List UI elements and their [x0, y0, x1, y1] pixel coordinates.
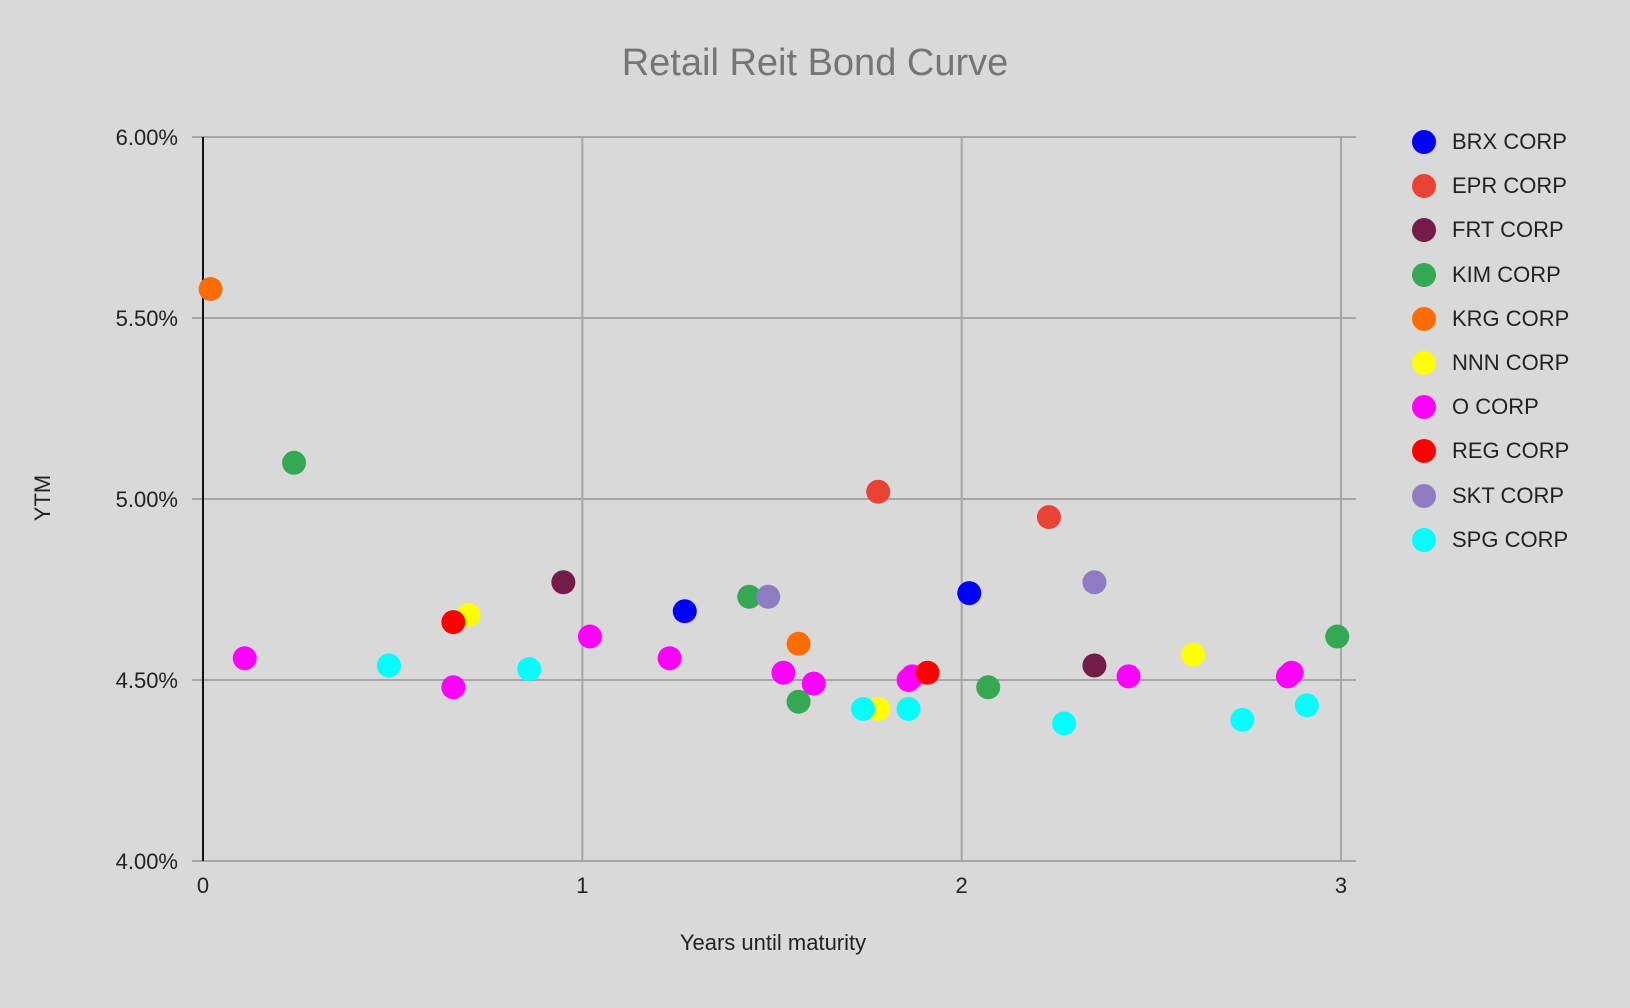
- data-point[interactable]: SPG CORP: (2.74, 4.39%): [1230, 707, 1255, 732]
- legend-label: REG CORP: [1452, 438, 1570, 464]
- data-point[interactable]: KIM CORP: (2.07, 4.48%): [976, 675, 1001, 700]
- y-tick-label: 5.00%: [116, 487, 178, 512]
- legend-swatch-icon: [1412, 218, 1436, 243]
- data-point[interactable]: O CORP: (0.11, 4.56%): [232, 646, 257, 671]
- data-point[interactable]: SKT CORP: (2.35, 4.77%): [1082, 570, 1107, 595]
- legend-item[interactable]: KIM CORP: [1412, 253, 1569, 297]
- y-tick-label: 6.00%: [116, 125, 178, 150]
- legend-swatch-icon: [1412, 439, 1436, 464]
- data-point[interactable]: FRT CORP: (0.95, 4.77%): [551, 570, 576, 595]
- legend-swatch-icon: [1412, 527, 1436, 552]
- data-point[interactable]: SPG CORP: (1.74, 4.42%): [851, 696, 876, 721]
- data-point[interactable]: NNN CORP: (2.61, 4.57%): [1181, 642, 1206, 667]
- legend-item[interactable]: KRG CORP: [1412, 297, 1569, 341]
- data-point[interactable]: SPG CORP: (0.49, 4.54%): [376, 653, 401, 678]
- legend-swatch-icon: [1412, 351, 1436, 376]
- legend-item[interactable]: SPG CORP: [1412, 518, 1569, 562]
- legend-label: SPG CORP: [1452, 526, 1569, 552]
- data-point[interactable]: O CORP: (1.02, 4.62%): [577, 624, 602, 649]
- legend-item[interactable]: SKT CORP: [1412, 474, 1569, 518]
- y-tick-label: 4.00%: [116, 849, 178, 874]
- data-point[interactable]: REG CORP: (0.66, 4.66%): [441, 610, 466, 635]
- y-axis-label: YTM: [30, 474, 55, 522]
- data-point[interactable]: SPG CORP: (2.27, 4.38%): [1052, 711, 1077, 736]
- data-point[interactable]: BRX CORP: (2.02, 4.74%): [957, 581, 982, 606]
- data-point[interactable]: EPR CORP: (1.78, 5.02%): [866, 479, 891, 504]
- data-point[interactable]: EPR CORP: (2.23, 4.95%): [1036, 505, 1061, 530]
- legend-label: O CORP: [1452, 394, 1539, 420]
- y-tick-label: 4.50%: [116, 668, 178, 693]
- legend-item[interactable]: NNN CORP: [1412, 341, 1569, 385]
- data-point[interactable]: FRT CORP: (2.35, 4.54%): [1082, 653, 1107, 678]
- data-point[interactable]: O CORP: (0.66, 4.48%): [441, 675, 466, 700]
- legend-label: FRT CORP: [1452, 217, 1564, 243]
- legend-swatch-icon: [1412, 130, 1436, 155]
- x-tick-label: 1: [576, 873, 588, 898]
- data-point[interactable]: SPG CORP: (0.86, 4.53%): [517, 657, 542, 682]
- data-points: BRX CORP: (1.27, 4.69%) BRX CORP: (2.02, …: [198, 277, 1350, 736]
- chart-title: Retail Reit Bond Curve: [621, 42, 1009, 84]
- x-axis-label: Years until maturity: [679, 930, 867, 955]
- data-point[interactable]: KIM CORP: (2.99, 4.62%): [1325, 624, 1350, 649]
- legend-label: NNN CORP: [1452, 350, 1570, 376]
- data-point[interactable]: O CORP: (1.53, 4.52%): [771, 660, 796, 685]
- legend-label: KIM CORP: [1452, 261, 1561, 287]
- legend-swatch-icon: [1412, 174, 1436, 199]
- legend-item[interactable]: EPR CORP: [1412, 164, 1569, 208]
- legend-item[interactable]: REG CORP: [1412, 429, 1569, 473]
- data-point[interactable]: KIM CORP: (1.44, 4.73%): [737, 584, 762, 609]
- legend-label: KRG CORP: [1452, 305, 1570, 331]
- data-point[interactable]: O CORP: (1.61, 4.49%): [801, 671, 826, 696]
- legend-swatch-icon: [1412, 483, 1436, 508]
- data-point[interactable]: KIM CORP: (0.24, 5.10%): [282, 450, 307, 475]
- data-point[interactable]: KRG CORP: (1.57, 4.60%): [786, 631, 811, 656]
- gridlines: [192, 136, 1356, 862]
- legend-label: BRX CORP: [1452, 129, 1567, 155]
- data-point[interactable]: BRX CORP: (1.27, 4.69%): [672, 599, 697, 624]
- data-point[interactable]: REG CORP: (1.91, 4.52%): [915, 660, 940, 685]
- data-point[interactable]: SKT CORP: (1.49, 4.73%): [756, 584, 781, 609]
- data-point[interactable]: SPG CORP: (1.86, 4.42%): [896, 696, 921, 721]
- legend-swatch-icon: [1412, 395, 1436, 420]
- data-point[interactable]: KIM CORP: (1.57, 4.44%): [786, 689, 811, 714]
- axis-ticks: 4.00% 4.50% 5.00% 5.50% 6.00% 0 1 2 3: [116, 125, 1348, 898]
- legend-swatch-icon: [1412, 306, 1436, 331]
- y-tick-label: 5.50%: [116, 306, 178, 331]
- x-tick-label: 0: [197, 873, 209, 898]
- legend: BRX CORP EPR CORP FRT CORP KIM CORP KRG CORP…: [1412, 120, 1569, 562]
- data-point[interactable]: O CORP: (2.87, 4.52%): [1279, 660, 1304, 685]
- data-point[interactable]: SPG CORP: (2.91, 4.43%): [1294, 693, 1319, 718]
- x-tick-label: 2: [956, 873, 968, 898]
- data-point[interactable]: KRG CORP: (0.02, 5.58%): [198, 277, 223, 302]
- legend-label: SKT CORP: [1452, 482, 1565, 508]
- data-point[interactable]: O CORP: (2.44, 4.51%): [1116, 664, 1141, 689]
- data-point[interactable]: O CORP: (1.23, 4.56%): [657, 646, 682, 671]
- legend-swatch-icon: [1412, 262, 1436, 287]
- x-tick-label: 3: [1335, 873, 1347, 898]
- legend-item[interactable]: FRT CORP: [1412, 208, 1569, 252]
- legend-item[interactable]: BRX CORP: [1412, 120, 1569, 164]
- legend-label: EPR CORP: [1452, 173, 1567, 199]
- legend-item[interactable]: O CORP: [1412, 385, 1569, 429]
